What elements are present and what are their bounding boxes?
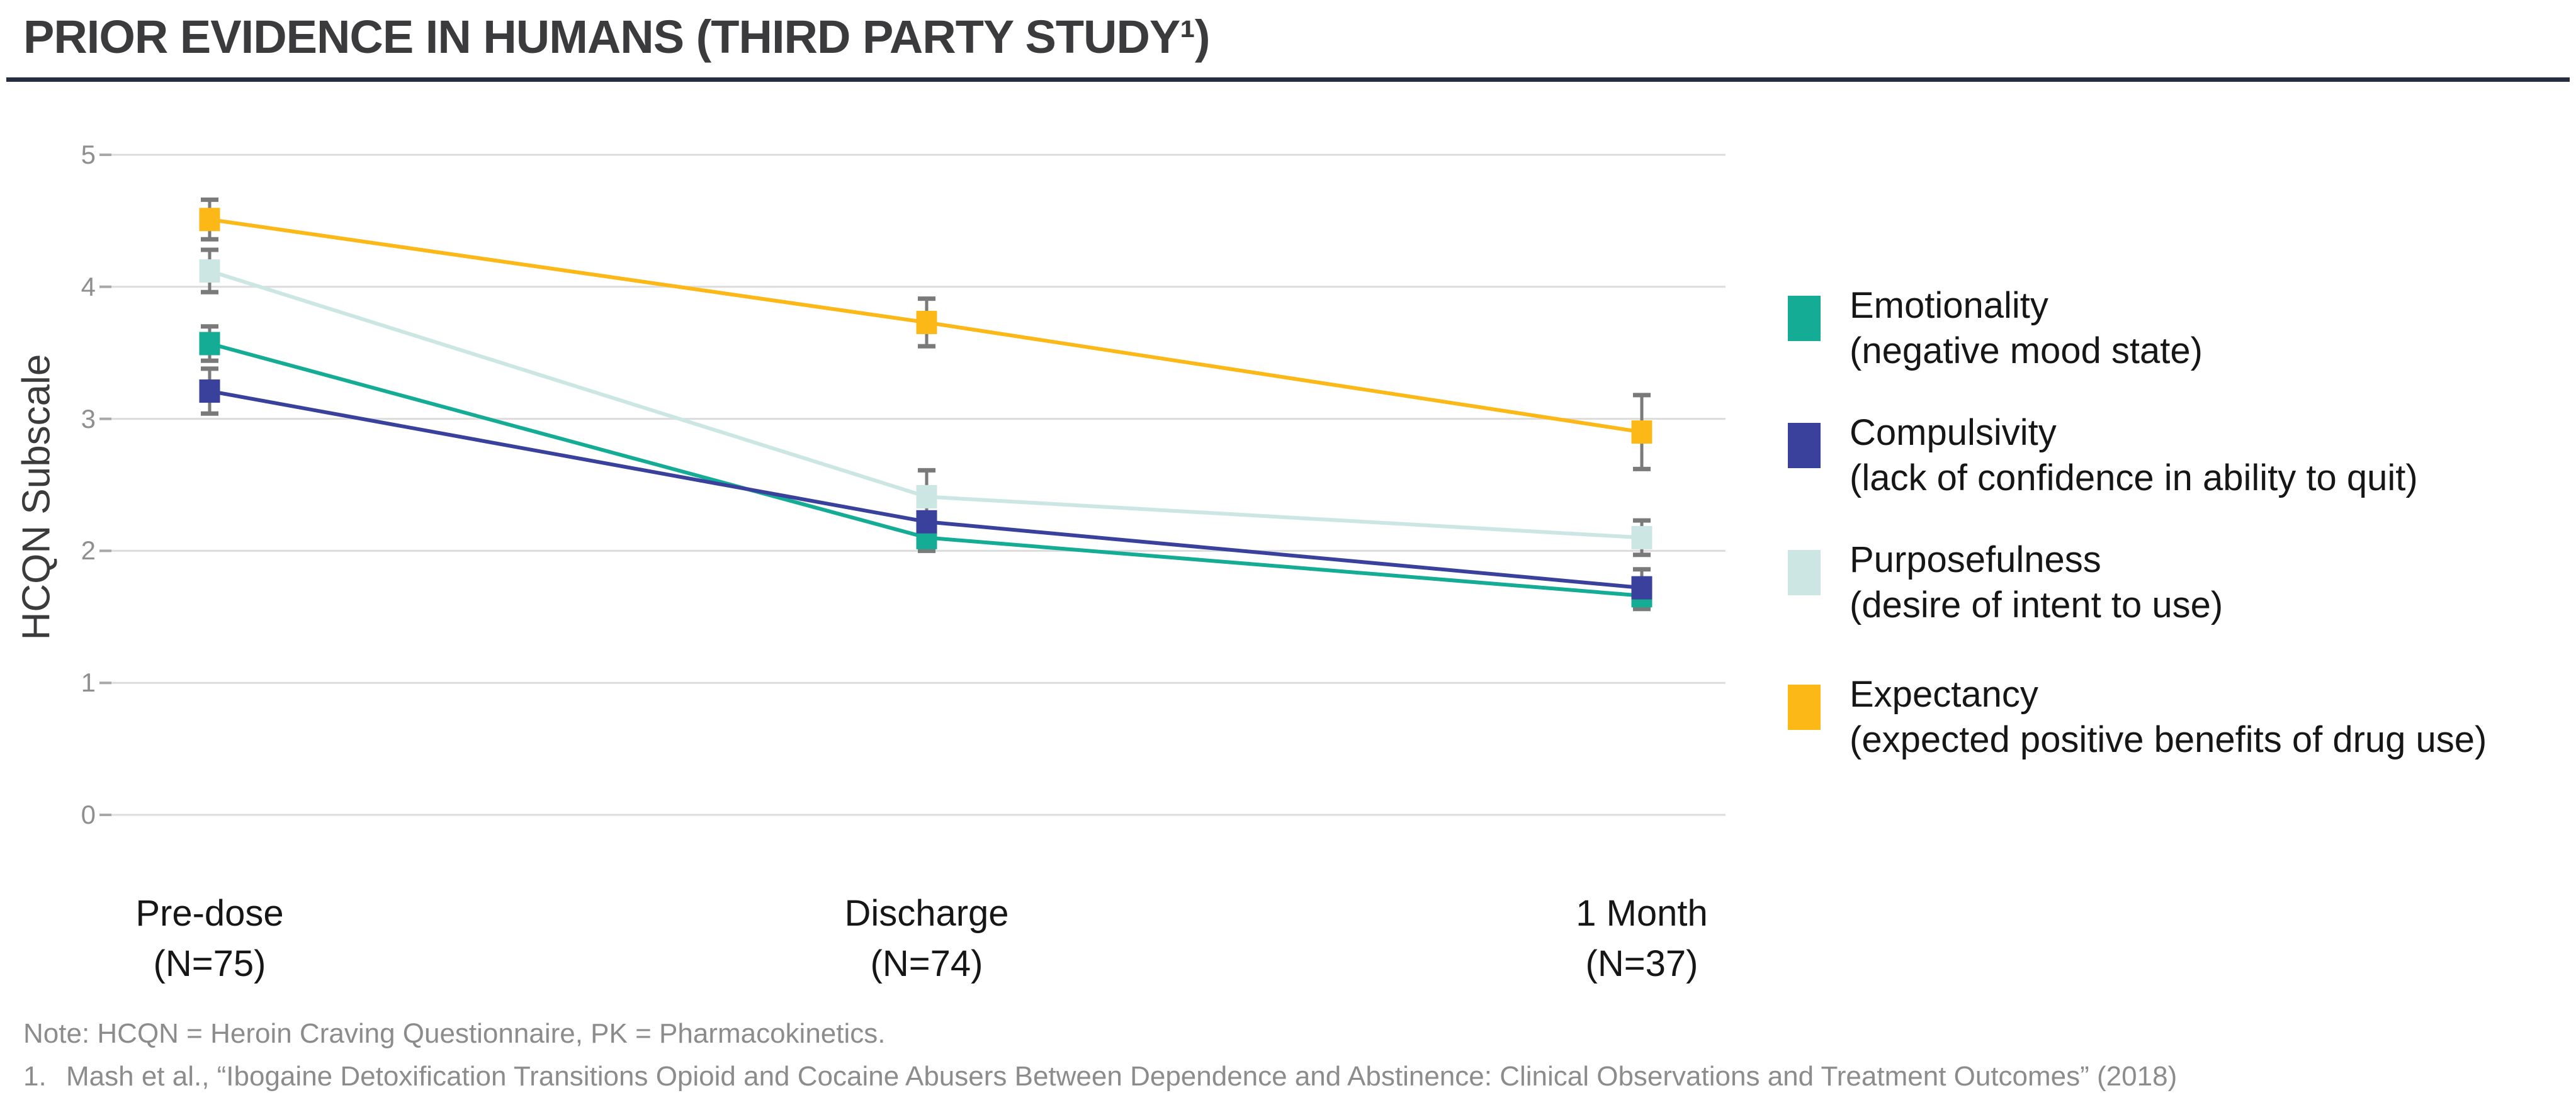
footnote-number: 1. bbox=[23, 1061, 47, 1092]
legend-item-purposefulness: Purposefulness (desire of intent to use) bbox=[1788, 537, 2223, 628]
series-purposefulness bbox=[199, 259, 1652, 549]
x-axis-label-text: Pre-dose bbox=[135, 893, 284, 934]
series-compulsivity bbox=[199, 379, 1652, 600]
marker-emotionality-0 bbox=[199, 332, 220, 356]
x-axis-label-text: Discharge bbox=[844, 893, 1009, 934]
legend-label-expectancy: Expectancy (expected positive benefits of… bbox=[1850, 672, 2487, 763]
x-axis-label-text: 1 Month bbox=[1576, 893, 1708, 934]
legend-item-emotionality: Emotionality (negative mood state) bbox=[1788, 283, 2203, 374]
legend-label-purposefulness: Purposefulness (desire of intent to use) bbox=[1850, 537, 2223, 628]
y-tick-label-1: 1 bbox=[81, 668, 96, 698]
marker-purposefulness-1 bbox=[916, 485, 937, 508]
series-expectancy bbox=[199, 208, 1652, 444]
marker-purposefulness-0 bbox=[199, 259, 220, 283]
y-tick-label-4: 4 bbox=[81, 271, 96, 301]
legend-label-compulsivity: Compulsivity (lack of confidence in abili… bbox=[1850, 410, 2418, 501]
x-axis-label-1-month: 1 Month (N=37) bbox=[1403, 888, 1881, 989]
legend-swatch-expectancy bbox=[1788, 685, 1821, 730]
y-tick-label-5: 5 bbox=[81, 140, 96, 169]
gridlines bbox=[99, 154, 1726, 816]
legend-label-emotionality: Emotionality (negative mood state) bbox=[1850, 283, 2203, 374]
marker-expectancy-1 bbox=[916, 310, 937, 334]
legend-series-desc: (expected positive benefits of drug use) bbox=[1850, 719, 2487, 760]
marker-compulsivity-0 bbox=[199, 379, 220, 403]
legend-series-name: Emotionality bbox=[1850, 285, 2048, 326]
x-axis-label-discharge: Discharge (N=74) bbox=[687, 888, 1166, 989]
marker-purposefulness-2 bbox=[1631, 525, 1652, 549]
legend-series-desc: (negative mood state) bbox=[1850, 330, 2203, 371]
x-axis-label-pre-dose: Pre-dose (N=75) bbox=[0, 888, 449, 989]
legend-series-name: Expectancy bbox=[1850, 674, 2038, 715]
y-tick-label-3: 3 bbox=[81, 403, 96, 434]
footnote-text: Mash et al., “Ibogaine Detoxification Tr… bbox=[66, 1061, 2178, 1092]
x-axis-label-n: (N=74) bbox=[870, 943, 983, 984]
x-axis-label-n: (N=75) bbox=[153, 943, 266, 984]
page-title: PRIOR EVIDENCE IN HUMANS (THIRD PARTY ST… bbox=[23, 11, 1211, 63]
title-divider bbox=[6, 77, 2570, 82]
y-tick-label-0: 0 bbox=[81, 800, 96, 829]
legend-swatch-emotionality bbox=[1788, 296, 1821, 341]
legend-swatch-purposefulness bbox=[1788, 550, 1821, 595]
x-axis-label-n: (N=37) bbox=[1585, 943, 1698, 984]
y-tick-label-2: 2 bbox=[81, 535, 96, 566]
legend-series-name: Compulsivity bbox=[1850, 412, 2057, 453]
legend-item-compulsivity: Compulsivity (lack of confidence in abili… bbox=[1788, 410, 2418, 501]
marker-expectancy-2 bbox=[1631, 420, 1652, 444]
legend-series-desc: (lack of confidence in ability to quit) bbox=[1850, 457, 2418, 498]
footer-note: Note: HCQN = Heroin Craving Questionnair… bbox=[23, 1018, 886, 1049]
legend-swatch-compulsivity bbox=[1788, 423, 1821, 468]
legend-series-desc: (desire of intent to use) bbox=[1850, 585, 2223, 625]
legend-series-name: Purposefulness bbox=[1850, 539, 2101, 580]
legend-item-expectancy: Expectancy (expected positive benefits of… bbox=[1788, 672, 2487, 763]
marker-compulsivity-1 bbox=[916, 510, 937, 534]
footnote: 1. Mash et al., “Ibogaine Detoxification… bbox=[23, 1061, 2177, 1092]
marker-expectancy-0 bbox=[199, 208, 220, 232]
marker-compulsivity-2 bbox=[1631, 576, 1652, 600]
